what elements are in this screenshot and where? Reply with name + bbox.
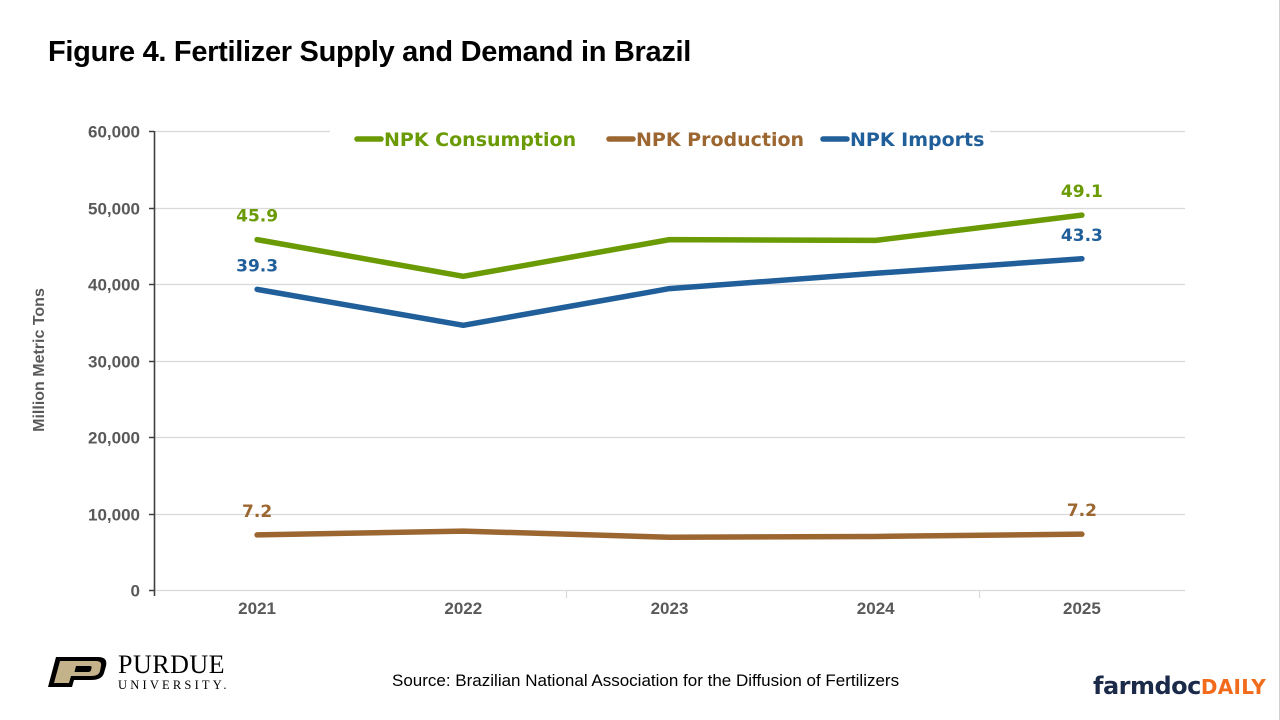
source-note: Source: Brazilian National Association f… [392,671,900,690]
x-tick-label: 2024 [857,599,895,618]
data-labels: 45.9 49.1 7.2 7.2 39.3 43.3 [236,182,1103,522]
data-label: 49.1 [1061,182,1103,202]
y-tick-label: 20,000 [88,429,140,448]
y-tick-label: 40,000 [88,276,140,295]
y-tick-label: 50,000 [88,200,140,219]
series-lines [254,212,1085,540]
chart-title: Figure 4. Fertilizer Supply and Demand i… [48,36,692,68]
data-label: 45.9 [236,207,278,227]
purdue-p-icon [48,656,107,687]
purdue-university: UNIVERSITY. [118,678,230,692]
farmdoc-daily-logo: farmdocDAILY [1093,672,1266,700]
purdue-name: PURDUE [118,650,226,679]
data-label: 7.2 [242,502,272,522]
data-label: 7.2 [1067,501,1097,521]
y-tick-labels: 0 10,000 20,000 30,000 40,000 50,000 60,000 [88,123,140,601]
legend-entry: NPK Consumption [384,129,576,151]
y-axis-label: Million Metric Tons [31,288,48,432]
gridlines [154,130,1185,592]
x-tick-label: 2025 [1063,599,1101,618]
y-tick-label: 30,000 [88,353,140,372]
data-label: 43.3 [1061,226,1103,246]
legend: NPK Consumption NPK Production NPK Imports [330,122,990,154]
purdue-logo: PURDUE UNIVERSITY. [46,652,230,692]
x-tick-label: 2022 [444,599,482,618]
x-tick-label: 2023 [651,599,689,618]
data-label: 39.3 [236,256,278,276]
y-tick-label: 10,000 [88,506,140,525]
y-tick-label: 0 [131,582,140,601]
series-line-npk-production [254,528,1085,540]
farmdoc-text: farmdoc [1093,672,1201,700]
series-line-npk-imports [254,256,1085,329]
legend-entry: NPK Imports [850,129,984,151]
x-tick-label: 2021 [238,599,276,618]
legend-entry: NPK Production [636,129,804,151]
legend-background [330,122,990,154]
y-tick-label: 60,000 [88,123,140,142]
daily-text: DAILY [1200,675,1267,699]
axes [149,130,981,598]
x-tick-labels: 2021 2022 2023 2024 2025 [238,599,1101,618]
